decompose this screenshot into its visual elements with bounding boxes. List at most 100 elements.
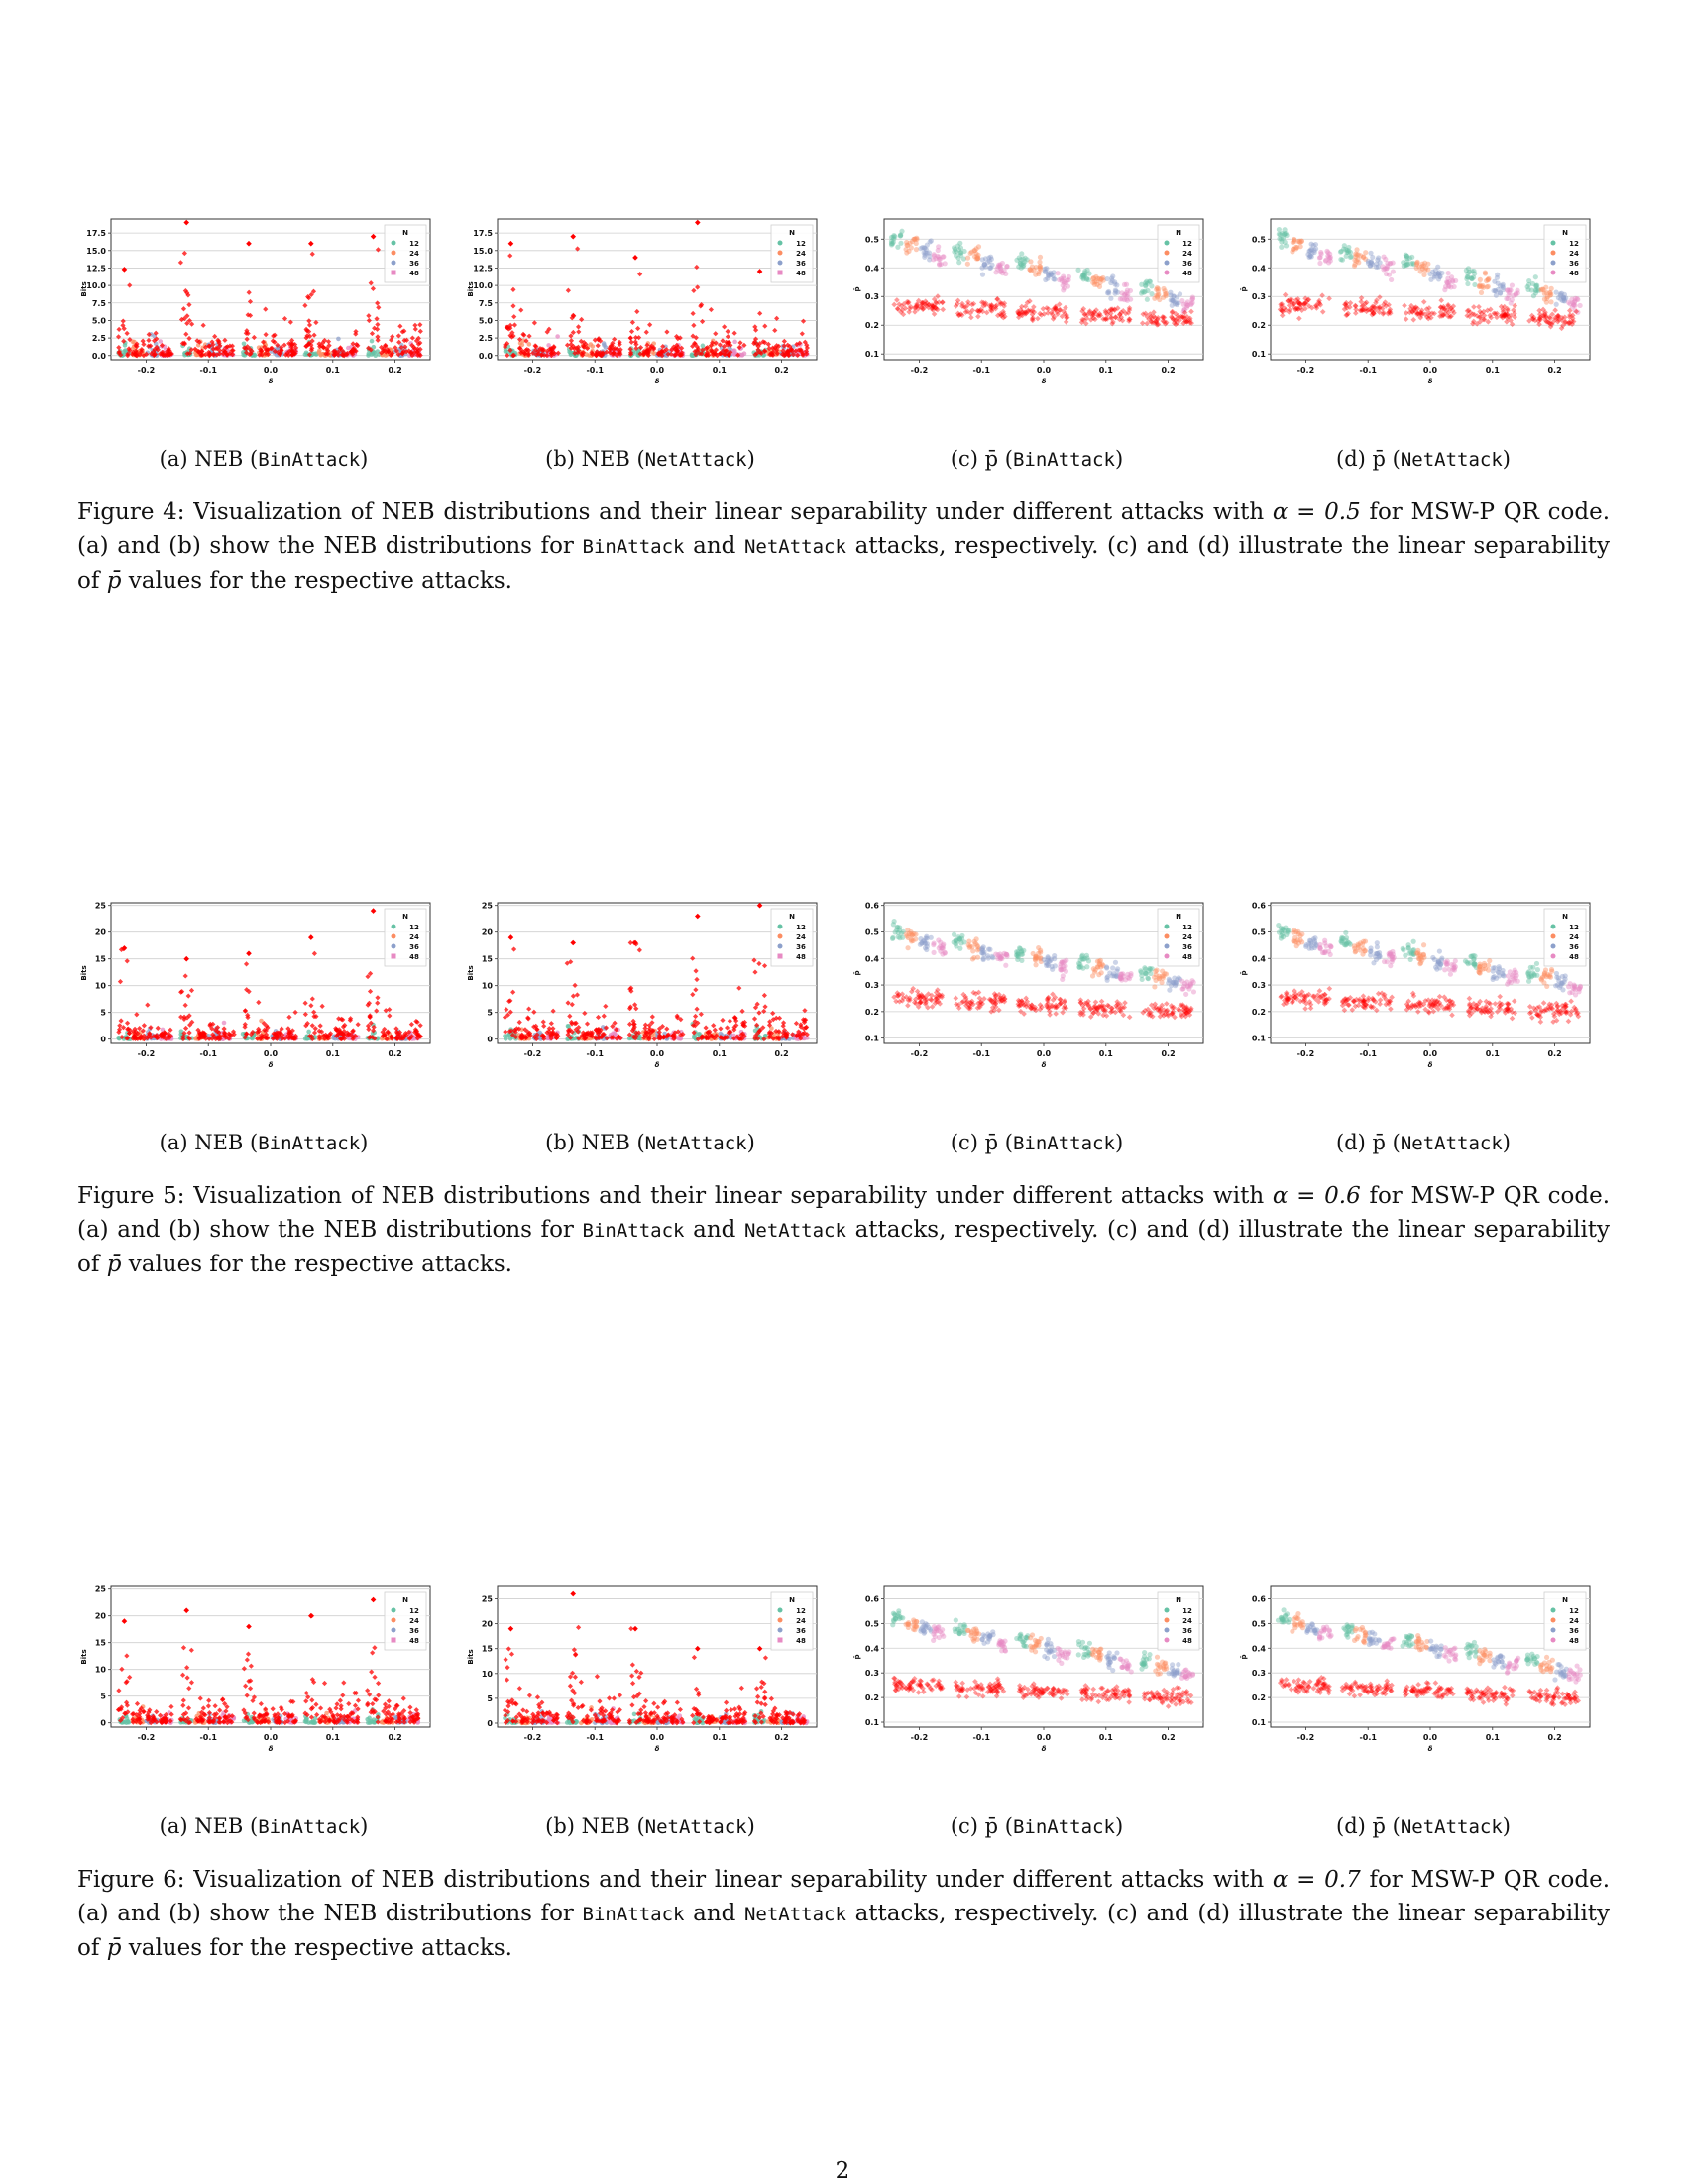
x-tick-label: 0.2	[388, 1049, 401, 1058]
benign-point	[1375, 940, 1380, 945]
x-tick-label: 0.2	[1161, 366, 1175, 375]
benign-point	[1003, 963, 1008, 968]
benign-point	[1031, 951, 1036, 956]
benign-point	[1465, 272, 1470, 276]
benign-point	[1281, 934, 1286, 939]
x-tick-label: -0.1	[972, 366, 990, 375]
benign-point	[956, 260, 961, 265]
x-tick-label: 0.1	[1099, 366, 1114, 375]
benign-point	[1575, 296, 1580, 301]
benign-point	[1389, 277, 1394, 282]
benign-point	[1284, 243, 1289, 248]
x-tick-label: 0.2	[774, 1049, 788, 1058]
benign-point	[1533, 290, 1538, 295]
x-tick-label: -0.1	[1359, 366, 1377, 375]
benign-point	[1353, 252, 1358, 257]
figure-4-caption: Figure 4: Visualization of NEB distribut…	[77, 495, 1610, 598]
y-tick-label: 15.0	[473, 247, 493, 256]
benign-point	[1180, 986, 1185, 991]
benign-point	[1086, 271, 1091, 275]
y-tick-label: 15	[95, 955, 107, 964]
benign-point	[970, 956, 975, 961]
benign-point	[1404, 262, 1409, 267]
benign-point	[1061, 973, 1066, 978]
benign-point	[1056, 271, 1061, 275]
x-tick-label: -0.1	[1359, 1049, 1377, 1058]
benign-point	[1299, 239, 1304, 244]
benign-point	[732, 340, 737, 345]
benign-point	[1036, 951, 1041, 956]
benign-point	[1144, 279, 1149, 284]
benign-point	[1044, 963, 1049, 968]
benign-point	[941, 254, 946, 259]
benign-point	[1358, 253, 1363, 258]
legend-marker	[392, 261, 396, 266]
benign-point	[1544, 296, 1549, 301]
y-tick-label: 20	[482, 928, 494, 937]
benign-point	[1096, 972, 1101, 977]
y-axis-label: Bits	[80, 965, 88, 980]
y-tick-label: 20	[95, 928, 107, 937]
benign-point	[1109, 275, 1114, 280]
benign-point	[1346, 245, 1351, 250]
y-tick-label: 7.5	[479, 299, 494, 308]
legend-title: N	[402, 913, 408, 921]
x-tick-label: 0.2	[774, 366, 788, 375]
y-tick-label: 5	[487, 1009, 493, 1018]
benign-point	[914, 241, 919, 246]
benign-point	[1384, 272, 1389, 276]
x-tick-label: -0.2	[524, 366, 542, 375]
benign-point	[1363, 250, 1368, 255]
benign-point	[1558, 297, 1563, 302]
benign-point	[1554, 302, 1559, 307]
benign-point	[1435, 265, 1440, 270]
benign-point	[1342, 942, 1347, 947]
benign-point	[1061, 287, 1066, 292]
benign-point	[938, 940, 943, 945]
benign-point	[1293, 246, 1298, 251]
benign-point	[701, 344, 706, 349]
benign-point	[678, 1037, 683, 1041]
y-tick-label: 7.5	[92, 299, 107, 308]
benign-point	[1540, 286, 1545, 291]
benign-point	[1038, 255, 1043, 260]
benign-point	[1028, 259, 1033, 264]
benign-point	[1493, 288, 1498, 293]
benign-point	[1494, 293, 1499, 298]
subcaption-4d: (d) p̄ (NetAttack)	[1237, 447, 1610, 471]
x-tick-label: 0.0	[650, 1049, 665, 1058]
benign-point	[1098, 964, 1103, 969]
benign-point	[1016, 954, 1021, 959]
benign-point	[1548, 299, 1553, 304]
benign-point	[1093, 967, 1098, 972]
benign-point	[1164, 293, 1169, 298]
benign-point	[1324, 943, 1329, 948]
legend-entry: 48	[796, 953, 806, 961]
benign-point	[1167, 988, 1172, 993]
y-tick-label: 0.6	[865, 902, 880, 911]
benign-point	[1478, 277, 1483, 282]
legend-entry: 12	[409, 240, 419, 248]
plot-area	[111, 903, 430, 1043]
benign-point	[1279, 245, 1284, 250]
benign-point	[1027, 267, 1032, 272]
benign-point	[1152, 984, 1157, 989]
benign-point	[1511, 293, 1516, 298]
benign-point	[1064, 969, 1068, 974]
benign-point	[924, 247, 929, 252]
benign-point	[306, 1030, 311, 1035]
legend-marker	[1165, 241, 1170, 246]
benign-point	[969, 250, 974, 255]
benign-point	[1112, 291, 1117, 296]
x-axis-label: δ	[269, 378, 274, 385]
legend-entry: 36	[796, 943, 806, 951]
benign-point	[1479, 290, 1484, 295]
